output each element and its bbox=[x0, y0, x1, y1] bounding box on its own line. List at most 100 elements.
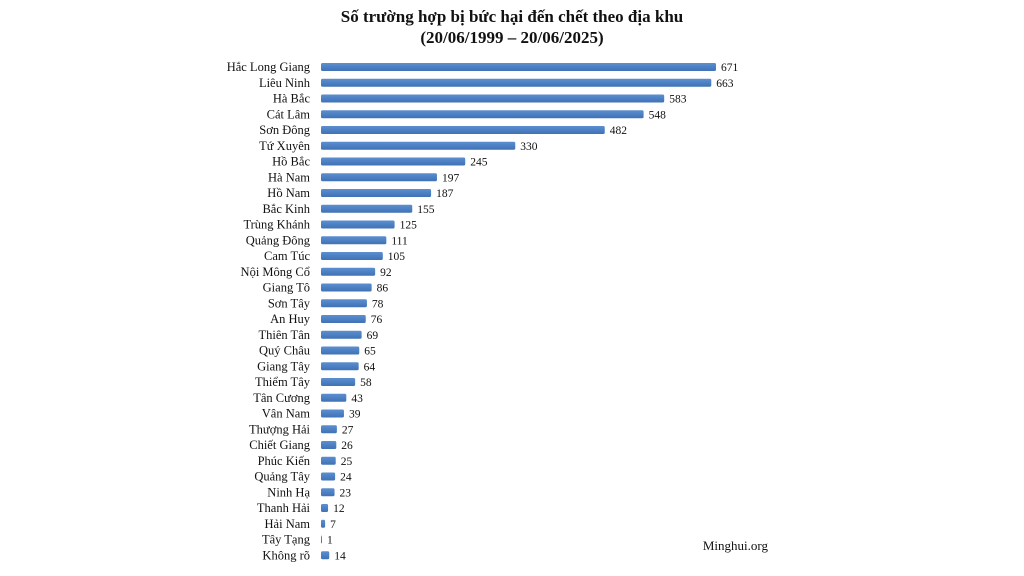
category-label: Quý Châu bbox=[259, 344, 311, 358]
bar bbox=[321, 283, 372, 292]
data-label: 92 bbox=[380, 267, 392, 279]
category-label: Hắc Long Giang bbox=[227, 60, 311, 74]
data-label: 548 bbox=[649, 109, 667, 121]
category-label: Giang Tô bbox=[263, 281, 310, 295]
data-label: 245 bbox=[470, 157, 488, 169]
bar bbox=[321, 252, 383, 260]
bar bbox=[321, 220, 395, 229]
data-label: 26 bbox=[341, 440, 353, 452]
data-label: 125 bbox=[400, 220, 418, 232]
data-label: 105 bbox=[388, 251, 406, 263]
data-label: 58 bbox=[360, 377, 372, 389]
bar bbox=[321, 393, 347, 402]
data-label: 1 bbox=[327, 535, 333, 547]
category-label: Sơn Tây bbox=[268, 296, 311, 310]
category-label: Thiểm Tây bbox=[255, 375, 311, 389]
category-label: Phúc Kiến bbox=[258, 454, 311, 468]
bar bbox=[321, 551, 330, 560]
category-label: Tây Tạng bbox=[262, 533, 311, 547]
bar bbox=[321, 409, 344, 418]
data-label: 111 bbox=[391, 235, 408, 247]
bar bbox=[321, 425, 337, 434]
bar bbox=[321, 63, 716, 71]
data-label: 663 bbox=[716, 78, 734, 90]
bar bbox=[321, 519, 326, 528]
category-label: Ninh Hạ bbox=[267, 485, 310, 499]
category-label: Hải Nam bbox=[265, 517, 311, 531]
category-label: Không rõ bbox=[262, 548, 310, 562]
category-label: An Huy bbox=[270, 312, 311, 326]
bar bbox=[321, 535, 322, 544]
data-label: 76 bbox=[371, 314, 383, 326]
category-label: Liêu Ninh bbox=[259, 76, 311, 90]
category-label: Thanh Hải bbox=[257, 501, 311, 515]
data-label: 24 bbox=[340, 472, 352, 484]
data-label: 39 bbox=[349, 409, 361, 421]
bar bbox=[321, 204, 413, 213]
bar bbox=[321, 78, 712, 87]
bar bbox=[321, 126, 605, 134]
bar bbox=[321, 362, 359, 371]
category-label: Thiên Tân bbox=[259, 328, 311, 342]
bar bbox=[321, 236, 387, 245]
category-label: Quảng Tây bbox=[254, 470, 310, 484]
source-credit: Minghui.org bbox=[703, 538, 769, 553]
data-label: 78 bbox=[372, 298, 384, 310]
bar bbox=[321, 378, 356, 386]
data-label: 197 bbox=[442, 172, 460, 184]
bar bbox=[321, 173, 437, 182]
data-label: 583 bbox=[669, 94, 687, 106]
category-label: Tân Cương bbox=[253, 391, 311, 405]
data-label: 155 bbox=[417, 204, 435, 216]
bar bbox=[321, 157, 466, 166]
category-label: Giang Tây bbox=[257, 359, 311, 373]
category-label: Sơn Đông bbox=[259, 123, 310, 137]
category-label: Chiết Giang bbox=[249, 438, 311, 452]
data-label: 65 bbox=[364, 346, 376, 358]
category-label: Hồ Nam bbox=[267, 186, 310, 200]
category-label: Hồ Bắc bbox=[272, 155, 310, 169]
data-label: 64 bbox=[364, 361, 376, 373]
data-label: 14 bbox=[334, 550, 346, 562]
bar bbox=[321, 94, 665, 103]
data-label: 27 bbox=[342, 424, 354, 436]
category-label: Hà Bắc bbox=[273, 92, 311, 106]
data-label: 330 bbox=[520, 141, 538, 153]
bar bbox=[321, 441, 337, 449]
category-label: Tứ Xuyên bbox=[259, 139, 311, 153]
bar bbox=[321, 504, 329, 512]
data-label: 482 bbox=[610, 125, 628, 137]
bar bbox=[321, 110, 644, 119]
bar bbox=[321, 141, 516, 150]
data-label: 12 bbox=[333, 503, 345, 515]
category-label: Quảng Đông bbox=[246, 233, 311, 247]
data-label: 7 bbox=[330, 519, 336, 531]
category-label: Vân Nam bbox=[262, 407, 311, 421]
category-label: Cam Túc bbox=[264, 249, 310, 263]
category-label: Nội Mông Cổ bbox=[241, 265, 310, 279]
data-label: 187 bbox=[436, 188, 454, 200]
data-label: 86 bbox=[377, 283, 389, 295]
category-label: Cát Lâm bbox=[267, 107, 311, 121]
data-label: 25 bbox=[341, 456, 353, 468]
bar bbox=[321, 315, 366, 323]
data-label: 69 bbox=[367, 330, 379, 342]
category-label: Bắc Kinh bbox=[262, 202, 310, 216]
category-label: Thượng Hải bbox=[249, 422, 310, 436]
chart-title: Số trường hợp bị bức hại đến chết theo đ… bbox=[341, 7, 683, 26]
bar bbox=[321, 267, 376, 276]
category-label: Trùng Khánh bbox=[243, 218, 310, 232]
bar bbox=[321, 488, 335, 497]
chart-subtitle: (20/06/1999 – 20/06/2025) bbox=[420, 28, 603, 47]
bar bbox=[321, 456, 336, 465]
data-label: 671 bbox=[721, 62, 739, 74]
data-label: 43 bbox=[351, 393, 363, 405]
category-label: Hà Nam bbox=[268, 170, 310, 184]
bar bbox=[321, 299, 367, 308]
bar bbox=[321, 472, 336, 481]
bars-group: Hắc Long Giang 671 Liêu Ninh 663 Hà Bắc 583 Cá… bbox=[227, 60, 739, 562]
bar bbox=[321, 346, 360, 355]
bar bbox=[321, 330, 362, 339]
bar bbox=[321, 189, 432, 197]
